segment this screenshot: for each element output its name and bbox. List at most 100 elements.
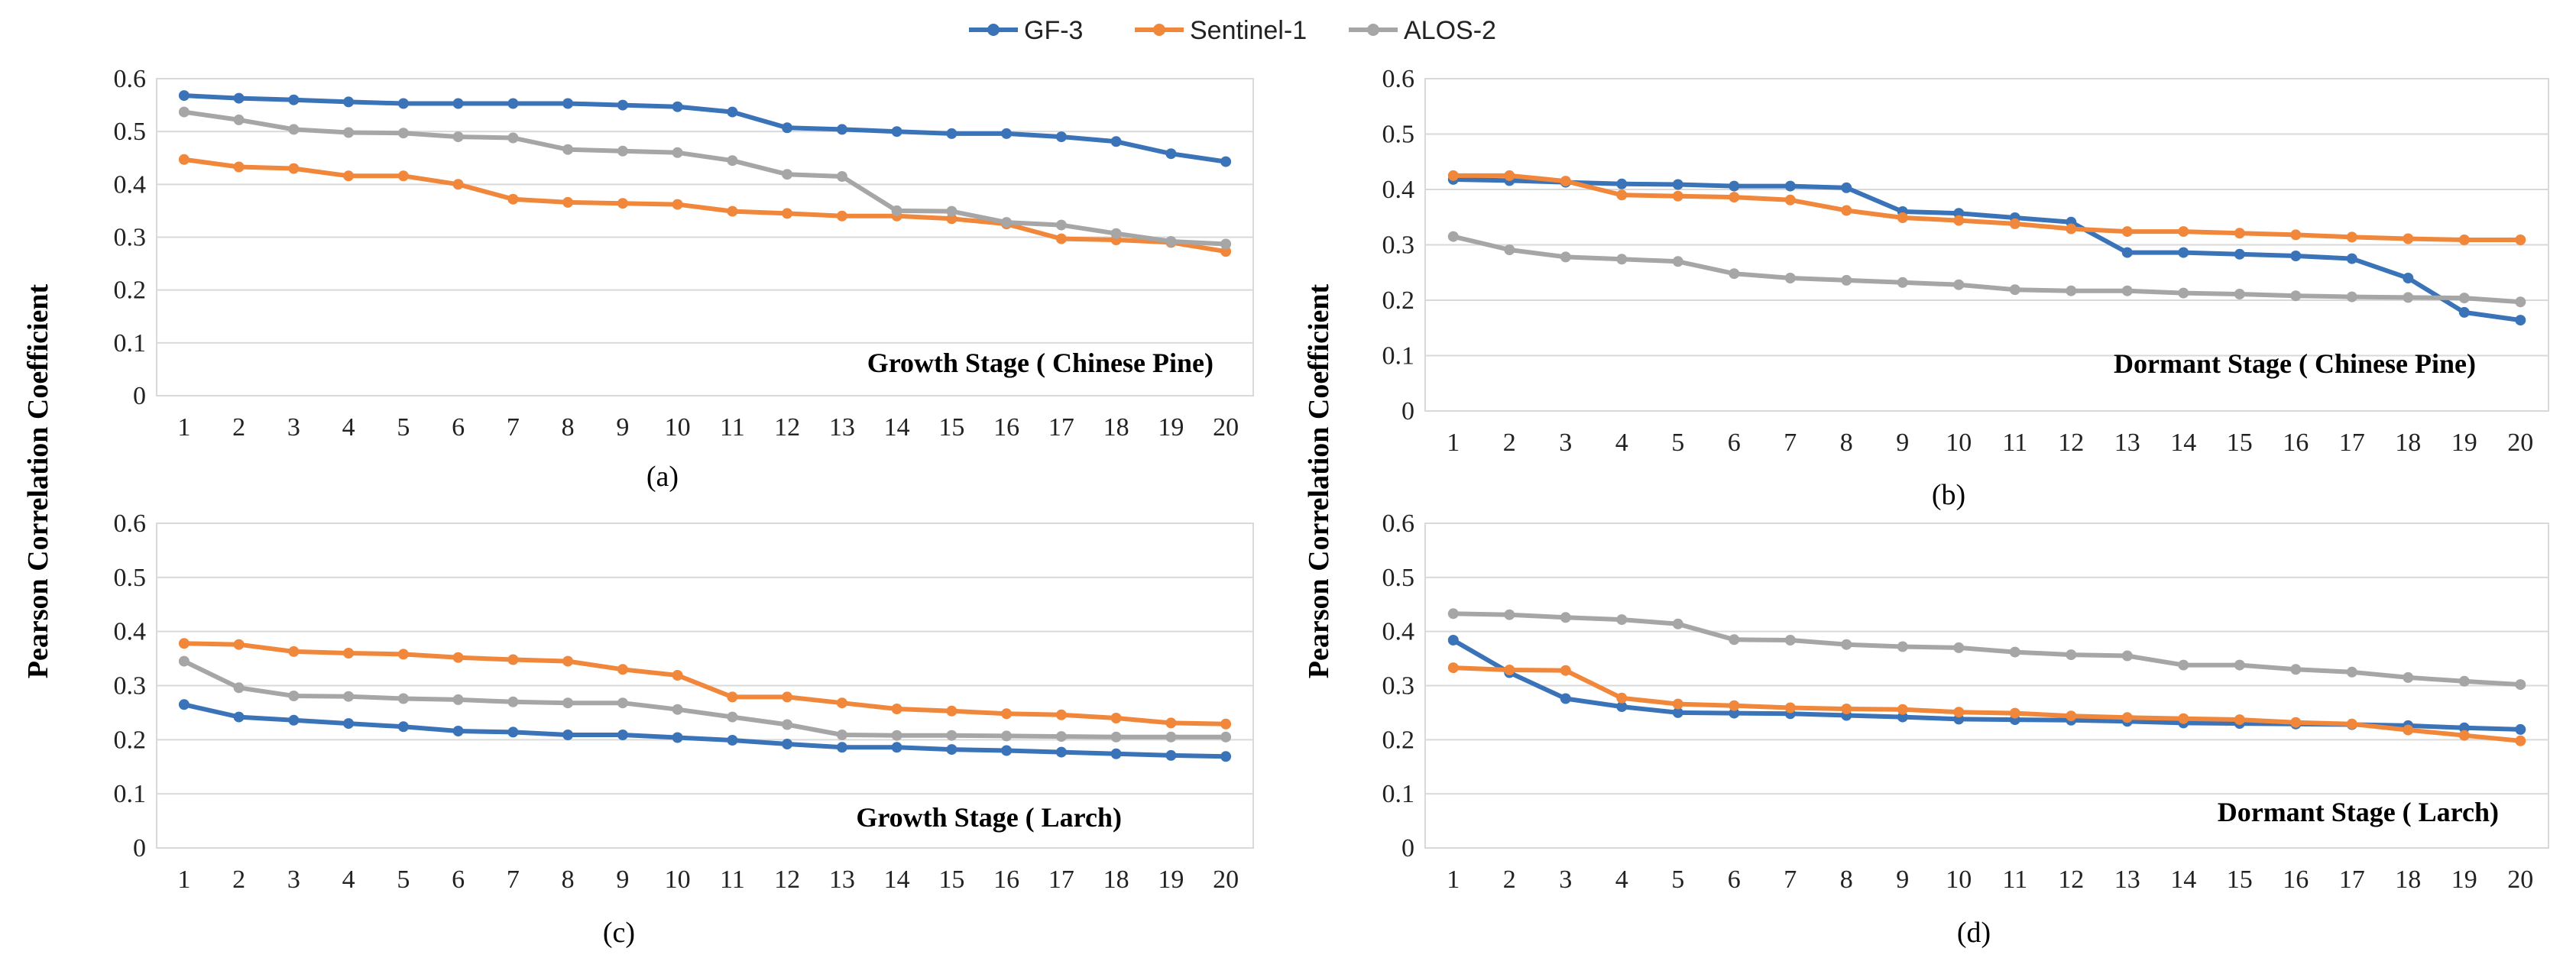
panel-label: (c) [603, 917, 635, 949]
x-tick-label: 16 [2283, 429, 2309, 457]
x-tick-label: 8 [1840, 429, 1853, 457]
x-tick-label: 15 [2227, 429, 2253, 457]
data-point-alos2 [2290, 290, 2302, 302]
x-tick-label: 9 [616, 866, 629, 894]
data-point-alos2 [946, 205, 957, 217]
data-point-alos2 [672, 704, 683, 715]
y-tick-label: 0.1 [114, 780, 147, 808]
legend-label-sentinel1: Sentinel-1 [1190, 16, 1307, 45]
data-point-sentinel1 [2403, 233, 2414, 244]
data-point-gf3 [178, 90, 190, 102]
series-line-sentinel1 [1450, 665, 2523, 743]
data-point-alos2 [2515, 296, 2526, 308]
data-point-alos2 [1055, 731, 1067, 743]
data-point-sentinel1 [782, 691, 793, 703]
data-point-alos2 [178, 106, 190, 118]
data-point-gf3 [1110, 136, 1122, 147]
series-sentinel1 [178, 638, 1232, 730]
data-point-alos2 [1672, 618, 1683, 629]
data-point-gf3 [836, 742, 847, 753]
data-point-sentinel1 [2346, 231, 2357, 243]
series-alos2 [1447, 608, 2526, 691]
data-point-sentinel1 [2121, 226, 2133, 238]
y-tick-label: 0.1 [1382, 342, 1415, 370]
x-tick-labels: 1 2 3 4 5 6 7 8 9 10 11 12 13 14 15 16 17 18 19 20 [1447, 429, 2533, 457]
y-tick-label: 0.4 [114, 618, 147, 646]
data-point-sentinel1 [233, 161, 245, 173]
data-point-sentinel1 [727, 691, 738, 703]
data-point-alos2 [1841, 274, 1852, 286]
data-point-gf3 [1841, 182, 1852, 193]
data-point-alos2 [1165, 236, 1177, 247]
x-tick-label: 10 [665, 866, 691, 894]
data-point-alos2 [782, 169, 793, 180]
data-point-sentinel1 [891, 704, 902, 714]
y-tick-label: 0.2 [114, 277, 147, 305]
x-tick-label: 13 [829, 866, 855, 894]
legend-marker-gf3 [987, 24, 1000, 36]
series-lines [178, 90, 1232, 257]
x-tick-label: 11 [2002, 866, 2027, 894]
x-tick-label: 17 [1048, 866, 1074, 894]
data-point-sentinel1 [836, 210, 847, 222]
data-point-gf3 [178, 699, 190, 710]
data-point-alos2 [727, 711, 738, 723]
data-point-alos2 [1110, 731, 1122, 743]
x-tick-label: 11 [720, 413, 745, 442]
x-tick-label: 14 [884, 413, 910, 442]
x-tick-label: 4 [342, 866, 355, 894]
data-point-alos2 [288, 124, 300, 135]
data-point-sentinel1 [1784, 194, 1796, 205]
data-point-alos2 [2234, 289, 2245, 299]
x-tick-label: 18 [2395, 866, 2421, 894]
data-point-sentinel1 [1504, 170, 1515, 181]
x-tick-label: 19 [1158, 413, 1184, 442]
data-point-alos2 [343, 127, 355, 138]
x-tick-label: 10 [1946, 866, 1972, 894]
series-line-alos2 [1450, 234, 2523, 305]
data-point-sentinel1 [1055, 233, 1067, 244]
data-point-alos2 [1560, 251, 1571, 263]
x-tick-label: 12 [774, 413, 800, 442]
data-point-sentinel1 [1560, 176, 1571, 187]
data-point-sentinel1 [1897, 212, 1908, 223]
data-point-alos2 [343, 691, 355, 702]
data-point-alos2 [1560, 612, 1571, 623]
x-tick-label: 7 [1784, 429, 1797, 457]
data-point-sentinel1 [1897, 704, 1908, 715]
data-point-alos2 [507, 132, 519, 144]
data-point-sentinel1 [2178, 713, 2189, 724]
data-point-gf3 [727, 735, 738, 746]
data-point-gf3 [2121, 247, 2133, 258]
data-point-gf3 [1165, 148, 1177, 160]
y-tick-label: 0.2 [114, 726, 147, 754]
series-line-gf3 [1450, 176, 2523, 323]
data-point-gf3 [2403, 273, 2414, 283]
data-point-gf3 [1897, 711, 1908, 723]
series-line-gf3 [1450, 638, 2523, 732]
data-point-gf3 [343, 96, 355, 108]
data-point-sentinel1 [1504, 665, 1515, 675]
data-point-alos2 [2121, 650, 2133, 662]
data-point-alos2 [1165, 731, 1177, 743]
chart-panel-a: 00.10.20.30.40.50.6 1 2 3 4 5 6 7 8 9 10 11 12 13 14 1… [114, 65, 1254, 493]
y-tick-labels: 0 0.1 0.2 0.3 0.4 0.5 0.6 [114, 510, 147, 862]
data-point-sentinel1 [343, 648, 355, 658]
x-tick-label: 13 [2114, 429, 2140, 457]
x-tick-label: 14 [2170, 866, 2196, 894]
data-point-alos2 [1897, 641, 1908, 652]
data-point-sentinel1 [1055, 709, 1067, 720]
x-tick-label: 1 [177, 866, 190, 894]
data-point-sentinel1 [343, 170, 355, 182]
data-point-sentinel1 [397, 170, 409, 182]
x-tick-label: 20 [1213, 413, 1239, 442]
x-tick-label: 3 [287, 866, 300, 894]
series-line-sentinel1 [181, 157, 1229, 254]
x-tick-label: 17 [2339, 429, 2365, 457]
data-point-alos2 [1504, 244, 1515, 255]
data-point-gf3 [1729, 707, 1740, 719]
data-point-gf3 [946, 128, 957, 139]
data-point-alos2 [1001, 730, 1013, 742]
y-axis-title-left: Pearson Correlation Coefficient [22, 283, 54, 678]
data-point-alos2 [2121, 285, 2133, 296]
